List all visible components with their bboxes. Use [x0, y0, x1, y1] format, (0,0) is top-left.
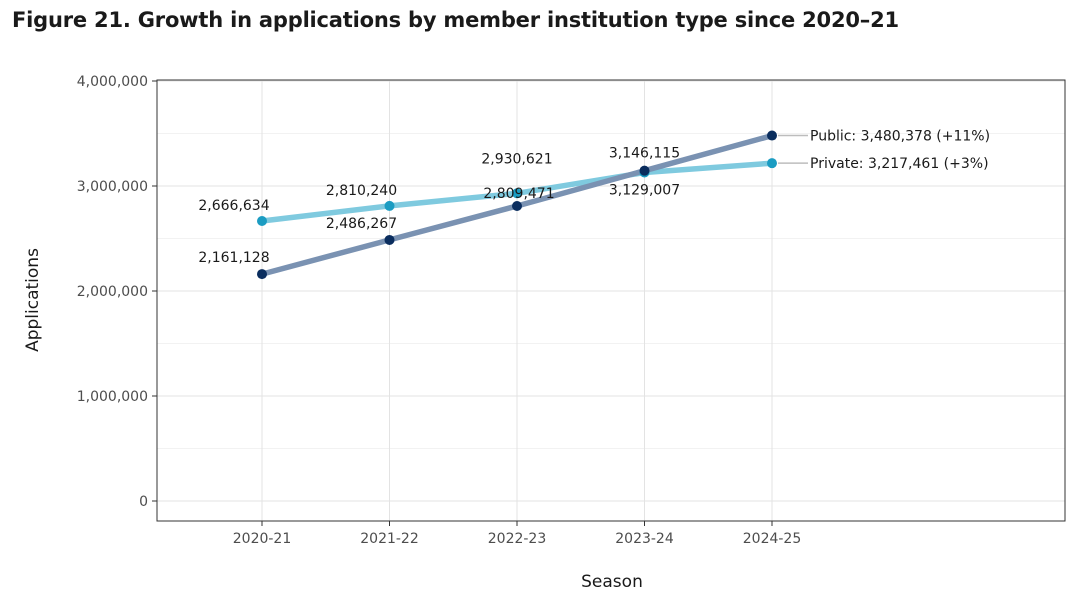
private-data-label: 2,930,621	[481, 151, 552, 167]
y-tick-label: 2,000,000	[77, 284, 148, 300]
y-axis-title: Applications	[23, 248, 43, 352]
public-data-label: 2,161,128	[198, 250, 269, 266]
chart-title: Figure 21. Growth in applications by mem…	[12, 8, 899, 32]
x-tick-label: 2022-23	[488, 531, 547, 547]
private-data-label: 3,129,007	[609, 182, 680, 198]
y-tick-label: 1,000,000	[77, 389, 148, 405]
x-tick-label: 2023-24	[615, 531, 674, 547]
public-data-point	[767, 130, 777, 141]
private-data-point	[257, 216, 267, 227]
private-data-point	[767, 158, 777, 169]
public-end-label: Public: 3,480,378 (+11%)	[810, 129, 990, 145]
private-data-label: 2,666,634	[198, 198, 269, 214]
plot-panel-border	[156, 79, 1066, 522]
public-data-point	[639, 165, 650, 176]
y-tick-label: 0	[139, 494, 148, 510]
end-labels: Private: 3,217,461 (+3%) Public: 3,480,37…	[778, 129, 990, 172]
public-data-point	[512, 201, 522, 212]
private-data-label: 2,810,240	[326, 183, 397, 199]
public-data-point	[257, 269, 267, 280]
x-tick-label: 2024-25	[743, 531, 802, 547]
series-points	[257, 130, 777, 280]
private-data-point	[512, 188, 522, 199]
y-axis: 0 1,000,000 2,000,000 3,000,000 4,000,000	[77, 74, 157, 510]
x-tick-label: 2021-22	[360, 531, 419, 547]
y-tick-label: 4,000,000	[77, 74, 148, 90]
public-data-label: 2,809,471	[483, 186, 554, 202]
data-labels: 2,666,634 2,810,240 2,930,621 3,129,007 2,16…	[198, 146, 680, 266]
y-tick-label: 3,000,000	[77, 179, 148, 195]
public-data-label: 2,486,267	[326, 216, 397, 232]
private-data-point	[384, 200, 395, 211]
x-axis: 2020-21 2021-22 2022-23 2023-24 2024-25	[233, 521, 802, 547]
grid	[157, 80, 1065, 521]
x-tick-label: 2020-21	[233, 531, 292, 547]
public-data-label: 3,146,115	[609, 146, 680, 162]
x-axis-title: Season	[581, 572, 643, 592]
private-end-label: Private: 3,217,461 (+3%)	[810, 156, 989, 172]
public-data-point	[384, 234, 395, 245]
